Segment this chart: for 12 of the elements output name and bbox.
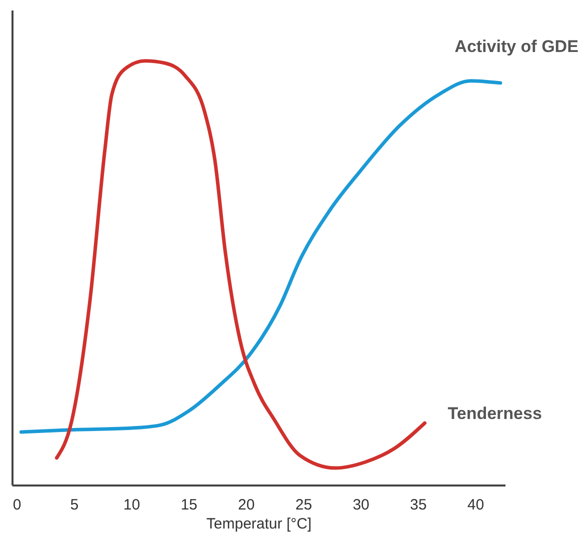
series-label: Tenderness: [448, 404, 542, 424]
x-tick-label: 30: [352, 496, 370, 514]
x-tick-label: 35: [410, 496, 427, 514]
x-tick-label: 25: [295, 496, 312, 514]
x-tick-label: 15: [180, 496, 198, 514]
series-label: Activity of GDE: [454, 36, 578, 56]
x-tick-label: 40: [467, 496, 484, 514]
x-tick-label: 0: [12, 496, 22, 514]
x-tick-label: 5: [70, 496, 79, 514]
x-tick-label: 20: [238, 496, 255, 514]
x-tick-label: 10: [123, 496, 140, 514]
x-axis-title: Temperatur [°C]: [206, 516, 312, 532]
